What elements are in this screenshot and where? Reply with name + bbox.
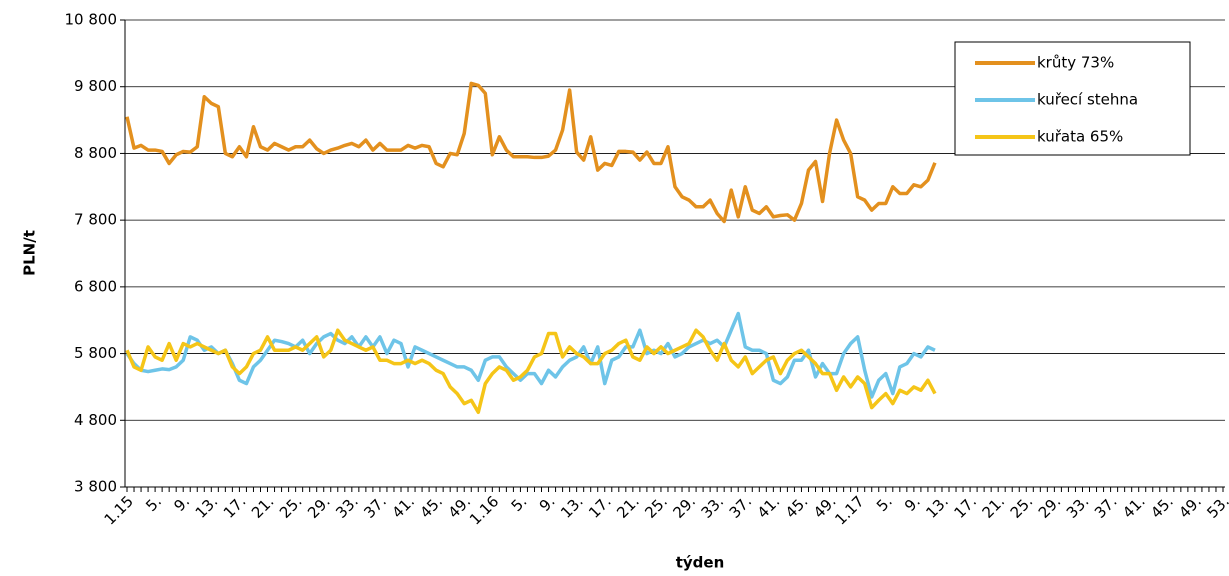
x-tick-label: 9. — [536, 492, 559, 515]
x-tick-label: 29. — [669, 492, 699, 522]
x-tick-label: 37. — [360, 492, 390, 522]
x-tick-label: 5. — [142, 492, 165, 515]
x-tick-label: 25. — [641, 492, 671, 522]
x-tick-label: 41. — [1119, 492, 1149, 522]
y-tick-label: 9 800 — [74, 77, 117, 95]
legend-label: krůty 73% — [1037, 54, 1114, 72]
x-tick-label: 45. — [1147, 492, 1177, 522]
x-tick-label: 53. — [1203, 492, 1229, 522]
y-tick-label: 5 800 — [74, 344, 117, 362]
x-tick-label: 33. — [698, 492, 728, 522]
x-tick-label: 41. — [754, 492, 784, 522]
x-tick-label: 37. — [1091, 492, 1121, 522]
x-tick-label: 13. — [557, 492, 587, 522]
x-tick-label: 45. — [417, 492, 447, 522]
x-tick-label: 17. — [585, 492, 615, 522]
x-tick-label: 37. — [726, 492, 756, 522]
y-tick-label: 3 800 — [74, 478, 117, 496]
series-line — [125, 328, 937, 415]
x-tick-label: 21. — [613, 492, 643, 522]
x-tick-label: 1.17 — [831, 492, 867, 528]
y-axis-label: PLN/t — [21, 230, 39, 276]
y-tick-label: 6 800 — [74, 277, 117, 295]
x-tick-label: 33. — [332, 492, 362, 522]
series-line — [125, 81, 937, 224]
x-tick-label: 13. — [922, 492, 952, 522]
y-tick-label: 7 800 — [74, 211, 117, 229]
x-tick-label: 25. — [276, 492, 306, 522]
x-tick-label: 21. — [979, 492, 1009, 522]
x-tick-label: 17. — [950, 492, 980, 522]
x-tick-label: 21. — [248, 492, 278, 522]
x-tick-label: 1.15 — [101, 492, 137, 528]
x-tick-label: 49. — [1175, 492, 1205, 522]
x-tick-label: 9. — [170, 492, 193, 515]
x-tick-label: 29. — [304, 492, 334, 522]
y-tick-label: 8 800 — [74, 144, 117, 162]
y-tick-label: 10 800 — [65, 11, 118, 29]
y-tick-label: 4 800 — [74, 411, 117, 429]
legend-label: kuřata 65% — [1037, 128, 1123, 146]
x-tick-label: 45. — [782, 492, 812, 522]
series-line — [125, 311, 936, 399]
x-axis-label: týden — [676, 554, 725, 572]
x-tick-label: 5. — [873, 492, 896, 515]
legend-label: kuřecí stehna — [1037, 91, 1138, 109]
x-tick-label: 5. — [508, 492, 531, 515]
x-tick-label: 33. — [1063, 492, 1093, 522]
x-tick-label: 25. — [1007, 492, 1037, 522]
x-tick-label: 41. — [388, 492, 418, 522]
x-tick-label: 29. — [1035, 492, 1065, 522]
x-tick-label: 13. — [192, 492, 222, 522]
x-tick-label: 1.16 — [466, 492, 502, 528]
x-tick-label: 9. — [901, 492, 924, 515]
x-tick-label: 17. — [220, 492, 250, 522]
